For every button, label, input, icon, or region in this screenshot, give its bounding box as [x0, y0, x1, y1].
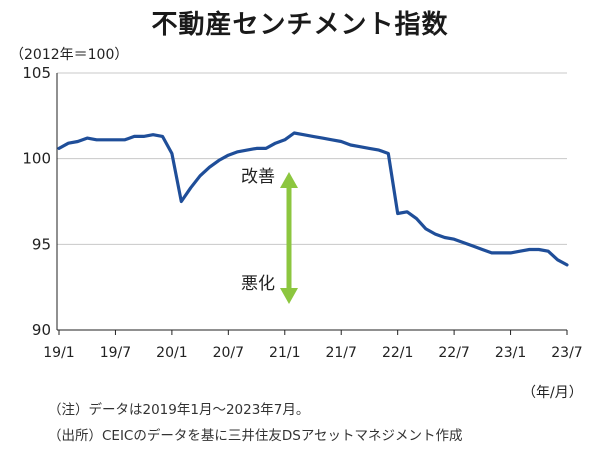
grid-layer	[57, 72, 567, 245]
x-tick-label: 23/7	[551, 345, 582, 361]
x-tick-label: 19/1	[43, 345, 74, 361]
x-tick-label: 20/7	[213, 345, 244, 361]
x-tick-label: 21/7	[325, 345, 356, 361]
axis-layer: 90 95 100 105 19/1 19/7 20/1 20/7 21/1 21/7 22/1 22…	[22, 64, 582, 361]
annotation-improve: 改善	[241, 167, 275, 187]
x-tick-label: 22/7	[438, 345, 469, 361]
unit-label: （2012年＝100）	[10, 47, 129, 63]
x-tick-label: 19/7	[100, 345, 131, 361]
y-tick-label: 105	[22, 64, 51, 82]
y-tick-label: 90	[32, 321, 51, 339]
x-unit-label: （年/月）	[522, 385, 583, 401]
chart-title: 不動産センチメント指数	[151, 10, 449, 40]
x-tick-label: 23/1	[495, 345, 526, 361]
series-layer	[57, 131, 569, 267]
footnote-data-period: （注）データは2019年1月～2023年7月。	[48, 402, 310, 418]
footnote-source: （出所）CEICのデータを基に三井住友DSアセットマネジメント作成	[48, 428, 463, 444]
x-tick-label: 22/1	[382, 345, 413, 361]
x-tick-label: 21/1	[269, 345, 300, 361]
arrow-down-icon	[280, 288, 298, 304]
y-tick-label: 95	[32, 235, 51, 253]
y-tick-label: 100	[22, 150, 51, 168]
x-tick-label: 20/1	[156, 345, 187, 361]
series-line	[57, 131, 569, 267]
arrow-up-icon	[280, 172, 298, 188]
annotation-layer: 改善 悪化	[241, 167, 298, 304]
annotation-worsen: 悪化	[241, 274, 275, 294]
